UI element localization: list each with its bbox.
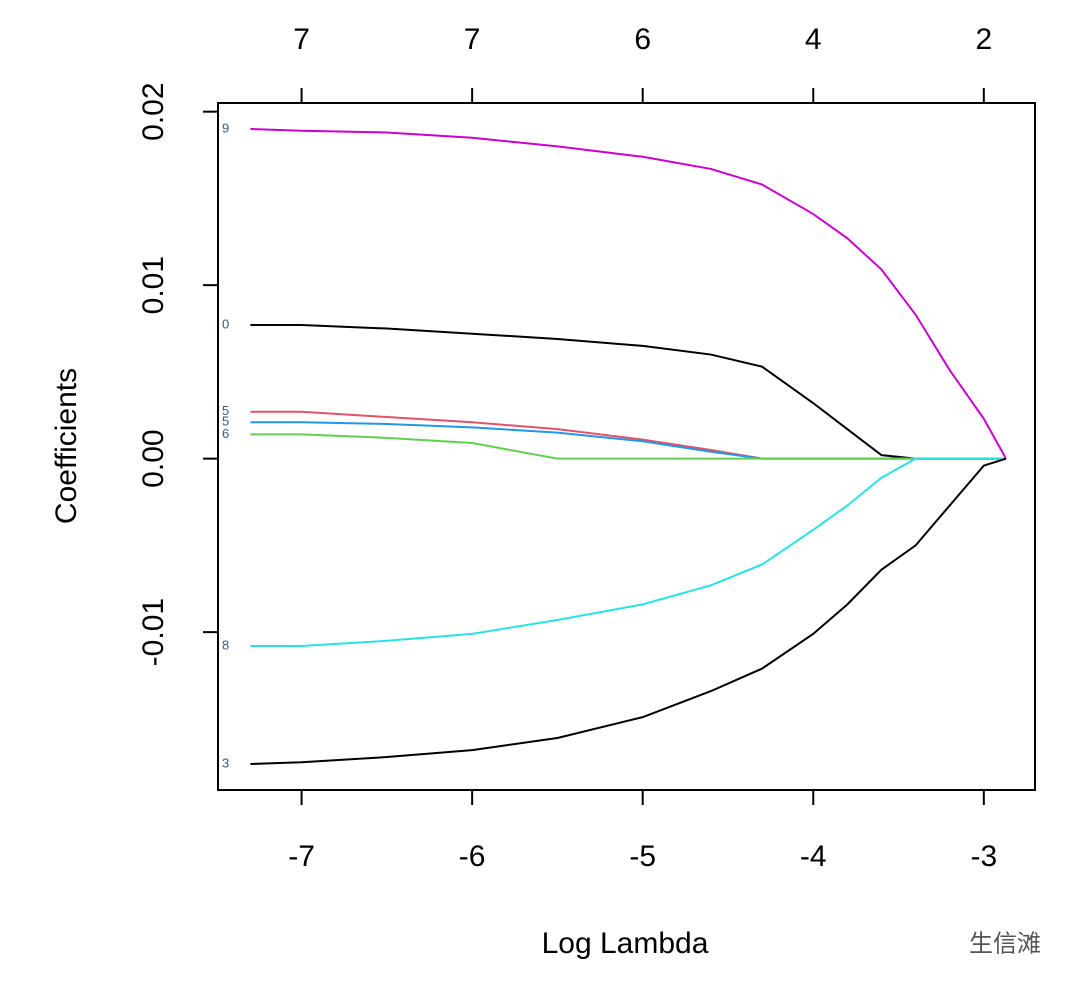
series-label: 9 (222, 120, 229, 135)
series-label: 0 (222, 316, 229, 331)
series-line (250, 128, 1007, 460)
x-tick-label: -5 (629, 840, 656, 873)
x2-tick-label: 7 (293, 23, 310, 56)
series-line (250, 421, 1006, 460)
series-label: 6 (222, 426, 229, 441)
x2-tick-label: 4 (805, 23, 822, 56)
plot-box (217, 102, 1036, 791)
series-label: 3 (222, 755, 229, 770)
x-tick-label: -6 (459, 840, 486, 873)
x-tick-label: -7 (288, 840, 315, 873)
x-axis-label: Log Lambda (542, 927, 709, 960)
x2-tick-label: 7 (464, 23, 481, 56)
y-tick-label: 0.01 (137, 256, 170, 314)
series-label: 5 (222, 414, 229, 429)
series-line (250, 457, 1007, 765)
y-tick-label: -0.01 (137, 598, 170, 666)
x-tick-label: -3 (970, 840, 997, 873)
y-tick-label: 0.02 (137, 82, 170, 140)
x2-tick-label: 2 (975, 23, 992, 56)
y-axis-label: Coefficients (50, 368, 83, 524)
y-tick-label: 0.00 (137, 429, 170, 487)
series-line (250, 410, 1006, 460)
series-label: 8 (222, 637, 229, 652)
x2-tick-label: 6 (634, 23, 651, 56)
series-line (250, 457, 1006, 648)
series-label: 5 (222, 403, 229, 418)
x-tick-label: -4 (800, 840, 827, 873)
watermark: 生信滩 (969, 930, 1041, 957)
